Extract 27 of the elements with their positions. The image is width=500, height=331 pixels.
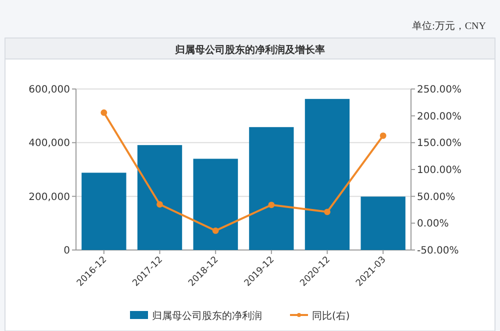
legend-label: 归属母公司股东的净利润: [152, 310, 262, 322]
chart-title: 归属母公司股东的净利润及增长率: [174, 44, 325, 56]
legend-label: 同比(右): [312, 310, 350, 322]
point: [380, 132, 386, 139]
point: [324, 208, 330, 216]
y2-tick-label: 200.00%: [417, 111, 462, 122]
text: 单位:万元，CNY: [412, 20, 486, 32]
bar: [82, 172, 126, 250]
y2-tick-label: 150.00%: [417, 138, 462, 150]
y2-tick-label: 0.00%: [417, 218, 449, 230]
y2-tick-label: 100.00%: [417, 165, 462, 176]
bar: [360, 196, 406, 250]
point: [156, 201, 163, 208]
point: [100, 109, 108, 116]
y-tick-label: 0: [64, 246, 70, 256]
y-tick-label: 400,000: [28, 138, 70, 150]
y2-tick-label: 250.00%: [417, 84, 462, 96]
point: [212, 227, 219, 234]
y-tick-label: 600,000: [28, 84, 70, 96]
bar: [304, 98, 350, 250]
y2-tick-label: -50.00%: [417, 246, 459, 256]
bar: [137, 145, 182, 250]
bar: [193, 158, 238, 250]
bar: [249, 127, 294, 250]
y-tick-label: 200,000: [28, 192, 70, 203]
y2-tick-label: 50.00%: [417, 192, 456, 203]
point: [268, 202, 275, 208]
